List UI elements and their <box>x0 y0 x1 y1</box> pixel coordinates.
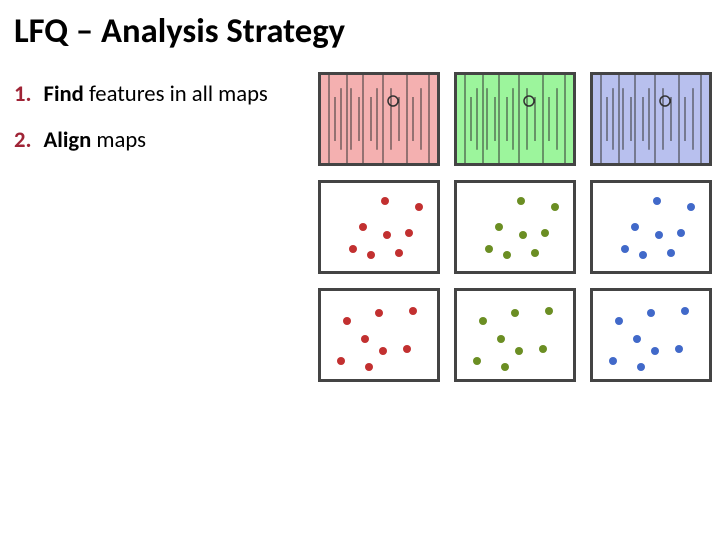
scatter-cell <box>318 180 440 274</box>
bullet-item: 2. Align maps <box>14 126 304 154</box>
scatter-cell <box>590 288 712 382</box>
scatter-cell <box>590 180 712 274</box>
bullet-item: 1. Find features in all maps <box>14 80 304 108</box>
scatter-cell <box>454 180 576 274</box>
bullet-list: 1. Find features in all maps 2. Align ma… <box>14 80 304 172</box>
scatter-cell <box>318 288 440 382</box>
bullet-text: Find features in all maps <box>44 80 268 108</box>
bullet-text: Align maps <box>44 126 147 154</box>
spectrum-cell <box>454 72 576 166</box>
page-title: LFQ – Analysis Strategy <box>14 10 345 52</box>
bullet-num: 1. <box>14 80 32 108</box>
spectrum-cell <box>590 72 712 166</box>
bullet-num: 2. <box>14 126 32 154</box>
spectrum-cell <box>318 72 440 166</box>
diagram-grid <box>318 72 712 382</box>
scatter-cell <box>454 288 576 382</box>
